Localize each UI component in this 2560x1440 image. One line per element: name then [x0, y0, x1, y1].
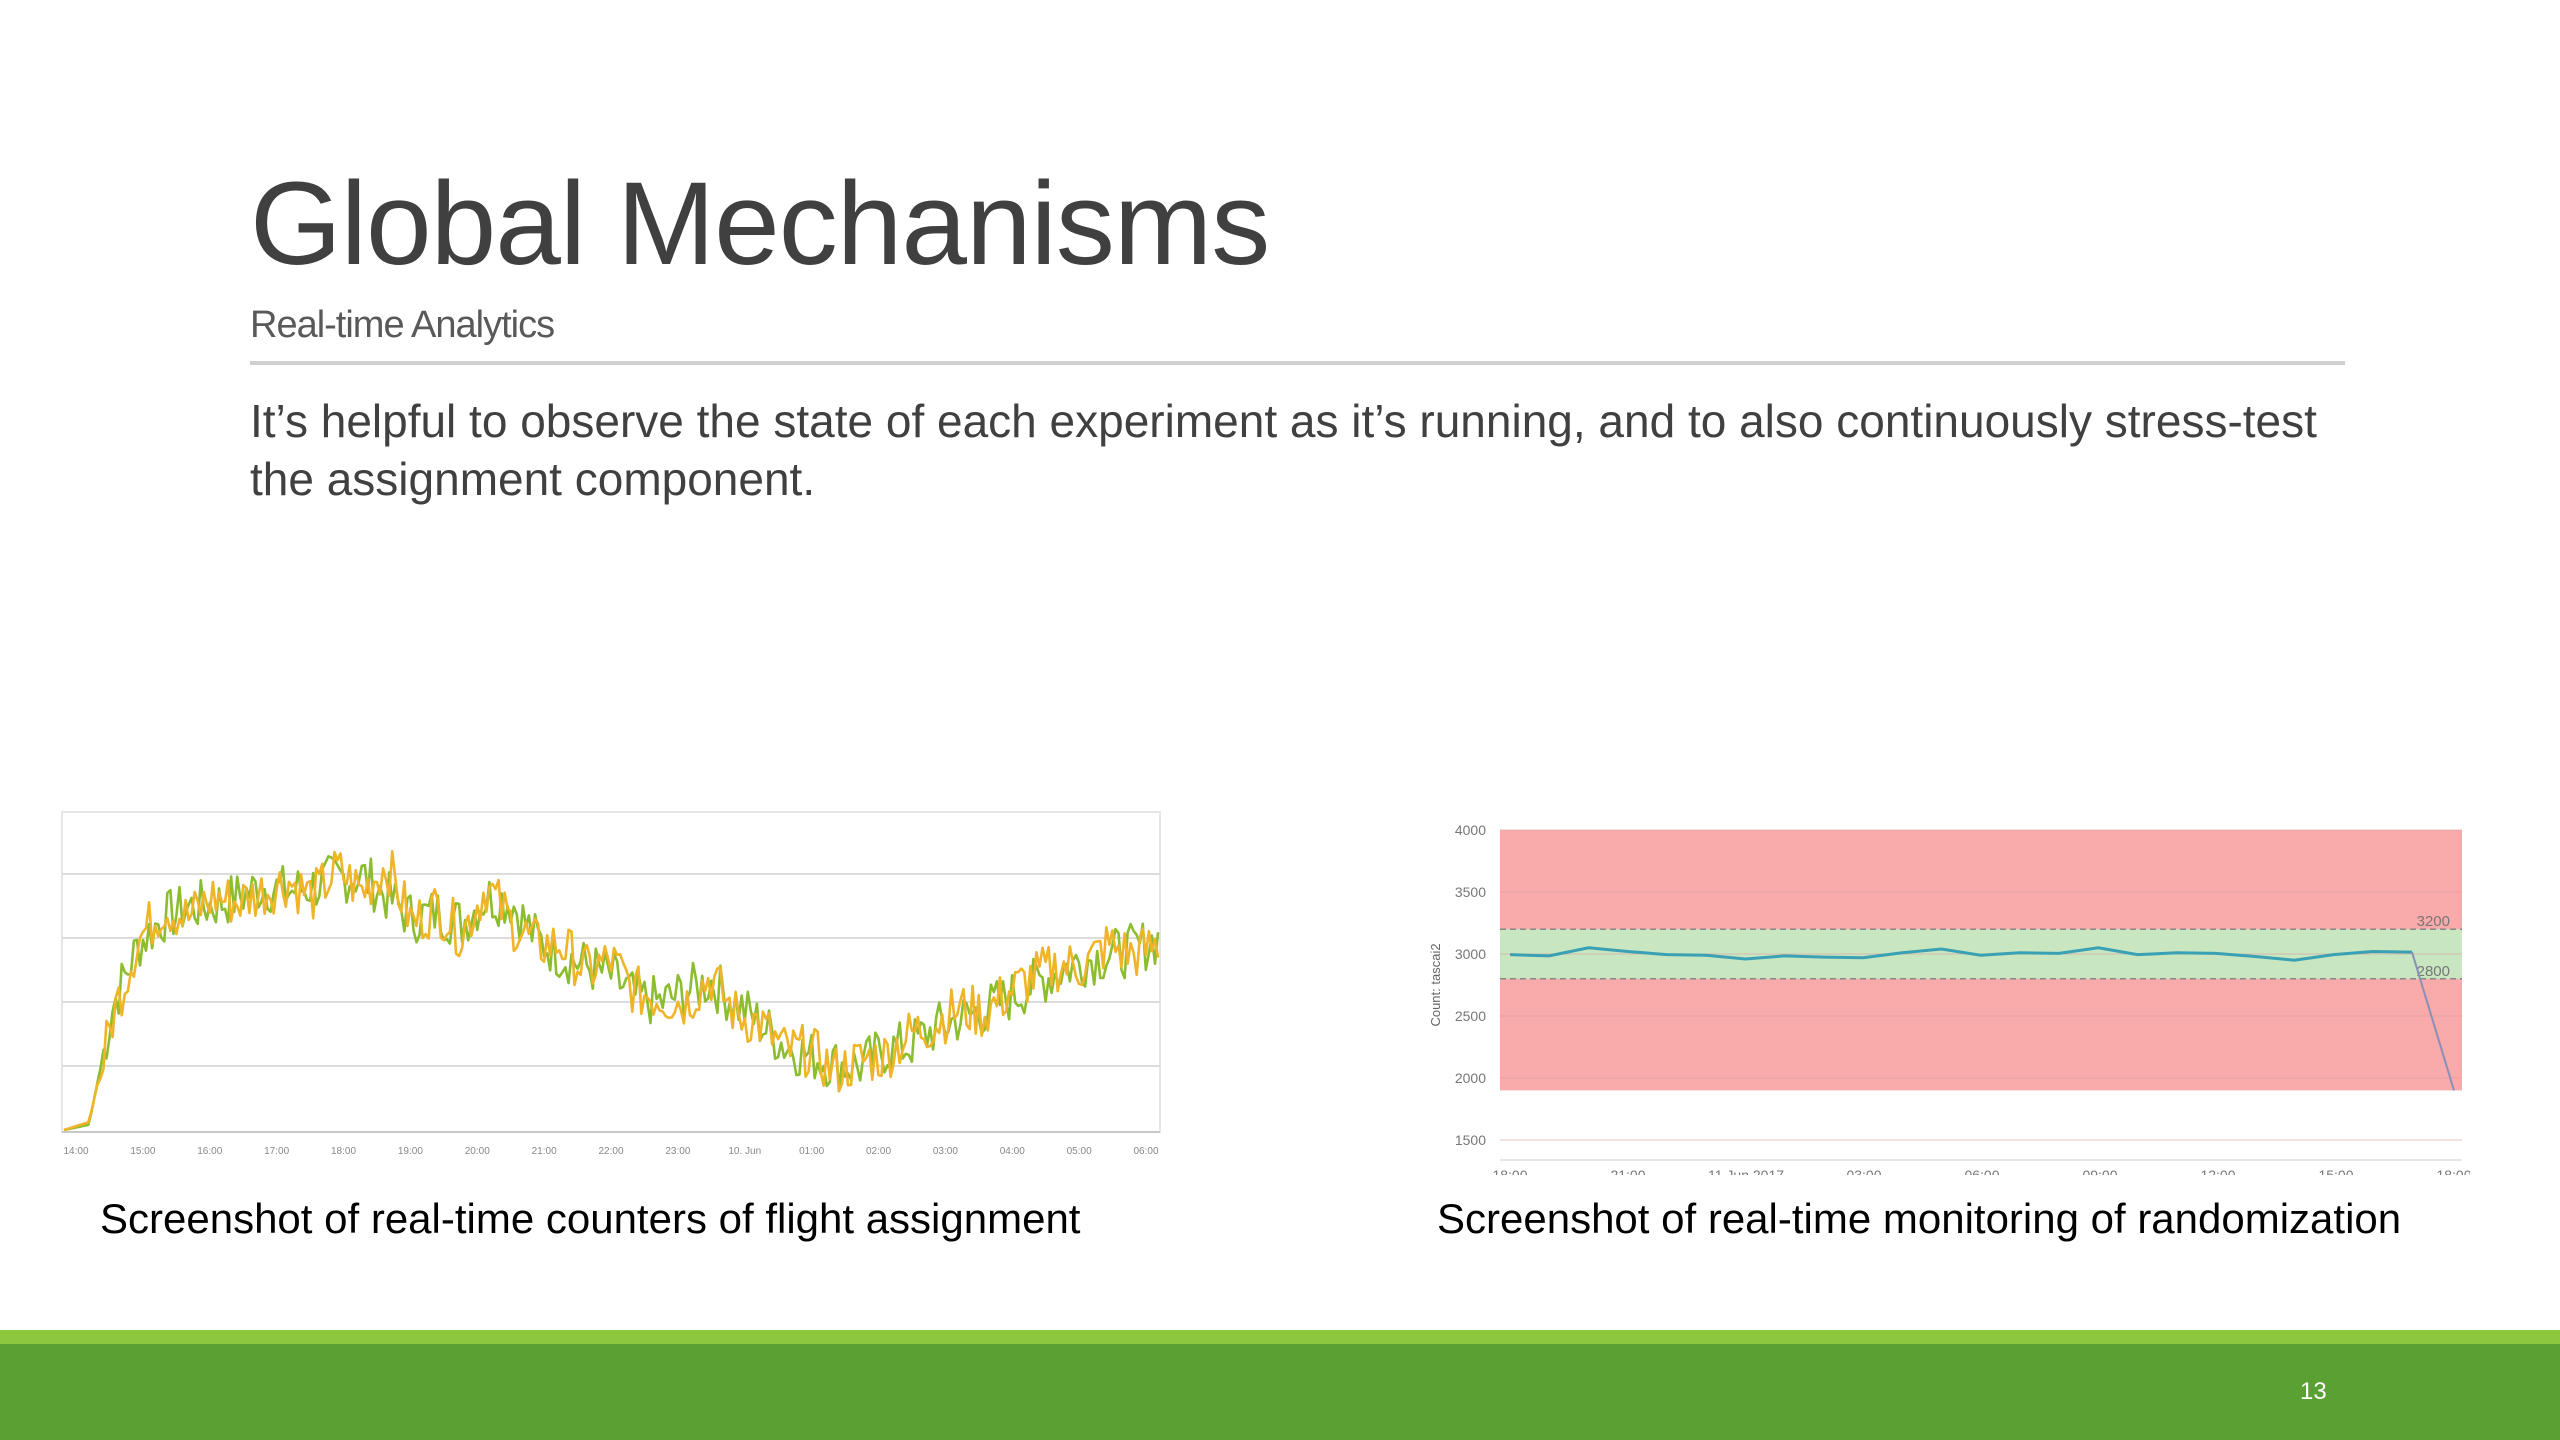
x-tick-label: 18:00	[331, 1146, 356, 1157]
flight-assignment-counters-chart: 14:00 15:00 16:00 17:00 18:00 19:00 20:00 21:00…	[61, 811, 1161, 1157]
x-tick-label: 06:00	[1133, 1146, 1158, 1157]
y-tick-label: 4000	[1455, 822, 1486, 838]
y-tick-label: 1500	[1455, 1132, 1486, 1148]
x-tick-label: 18:00	[2436, 1167, 2470, 1175]
title-divider	[250, 361, 2345, 365]
series-line-2	[63, 849, 1160, 1132]
x-tick-label: 18:00	[1492, 1167, 1527, 1175]
x-tick-label: 21:00	[1610, 1167, 1645, 1175]
y-tick-label: 2000	[1455, 1070, 1486, 1086]
x-tick-label: 22:00	[598, 1146, 623, 1157]
x-tick-label: 03:00	[1846, 1167, 1881, 1175]
randomization-monitoring-chart: 1500 2000 2500 3000 3500 4000 3200 2800 18:00 21:…	[1428, 822, 2470, 1175]
x-tick-label: 17:00	[264, 1146, 289, 1157]
x-tick-label: 19:00	[398, 1146, 423, 1157]
upper-threshold-label: 3200	[2417, 913, 2450, 930]
y-tick-label: 3500	[1455, 884, 1486, 900]
x-tick-label: 11 Jun 2017	[1708, 1167, 1784, 1175]
x-tick-label: 15:00	[130, 1146, 155, 1157]
footer-accent-bar	[0, 1330, 2560, 1344]
x-tick-label: 03:00	[933, 1146, 958, 1157]
x-tick-label: 05:00	[1067, 1146, 1092, 1157]
x-tick-label: 10. Jun	[728, 1146, 761, 1157]
x-tick-label: 01:00	[799, 1146, 824, 1157]
x-tick-label: 09:00	[2082, 1167, 2117, 1175]
x-tick-label: 16:00	[197, 1146, 222, 1157]
x-tick-label: 12:00	[2200, 1167, 2235, 1175]
series-drop-line	[2411, 951, 2455, 1091]
x-tick-label: 21:00	[532, 1146, 557, 1157]
y-axis-label: Count: tascai2	[1428, 943, 1443, 1026]
y-tick-label: 3000	[1455, 946, 1486, 962]
footer-bar	[0, 1344, 2560, 1440]
x-tick-label: 23:00	[665, 1146, 690, 1157]
slide-title: Global Mechanisms	[250, 158, 1270, 290]
caption-randomization: Screenshot of real-time monitoring of ra…	[1437, 1195, 2402, 1242]
x-tick-label: 02:00	[866, 1146, 891, 1157]
x-tick-label: 06:00	[1964, 1167, 1999, 1175]
page-number: 13	[2300, 1378, 2327, 1405]
slide-subtitle: Real-time Analytics	[250, 304, 555, 346]
y-tick-label: 2500	[1455, 1008, 1486, 1024]
caption-flight-assignment: Screenshot of real-time counters of flig…	[100, 1195, 1081, 1242]
series-line	[1509, 946, 2413, 962]
lower-threshold-label: 2800	[2417, 963, 2450, 980]
x-tick-label: 14:00	[63, 1146, 88, 1157]
x-tick-label: 04:00	[1000, 1146, 1025, 1157]
x-tick-label: 15:00	[2318, 1167, 2353, 1175]
x-tick-label: 20:00	[465, 1146, 490, 1157]
slide-body-text: It’s helpful to observe the state of eac…	[250, 395, 2317, 505]
